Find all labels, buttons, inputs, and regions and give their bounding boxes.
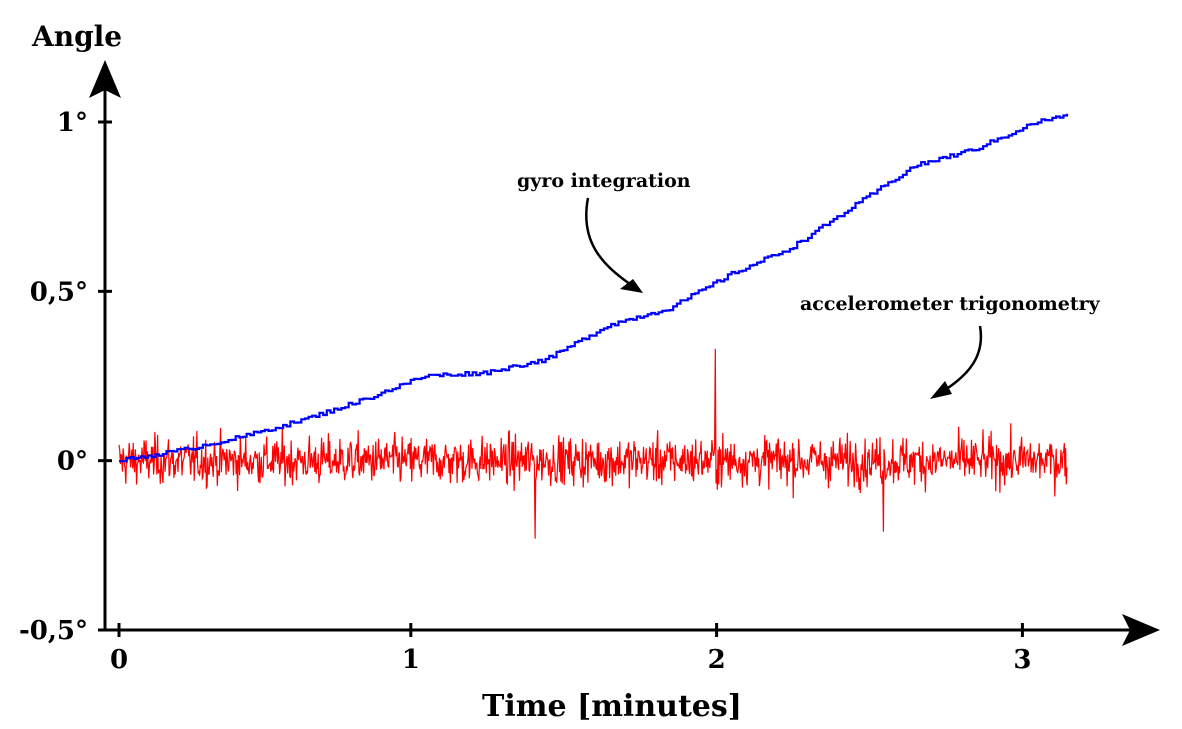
x-tick-label: 3 [1013, 645, 1031, 675]
annotation-gyro-arrowhead [620, 279, 643, 293]
y-tick-label: 1° [57, 108, 88, 138]
x-axis-title: Time [minutes] [482, 689, 742, 724]
y-tick-label: 0° [57, 447, 88, 477]
x-tick-label: 0 [110, 645, 128, 675]
y-tick-label: 0,5° [30, 277, 88, 307]
x-axis-arrow [1122, 614, 1160, 646]
series-group [118, 113, 1069, 539]
x-tick-label: 2 [708, 645, 726, 675]
series-accelerometer-line [118, 348, 1068, 539]
y-axis-arrow [89, 60, 121, 98]
annotation-accel: accelerometer trigonometry [800, 293, 1101, 315]
annotation-gyro: gyro integration [517, 170, 691, 192]
annotation-accel-arrow [939, 325, 983, 395]
annotation-accel-arrowhead [930, 381, 952, 399]
series-gyro-line [119, 113, 1069, 463]
x-tick-label: 1 [402, 645, 420, 675]
y-axis-title: Angle [31, 20, 122, 53]
annotation-gyro-arrow [585, 197, 637, 290]
ticks-group: 1° 0,5° 0° -0,5° 0 1 2 3 [19, 108, 1031, 675]
y-tick-label: -0,5° [19, 616, 88, 646]
